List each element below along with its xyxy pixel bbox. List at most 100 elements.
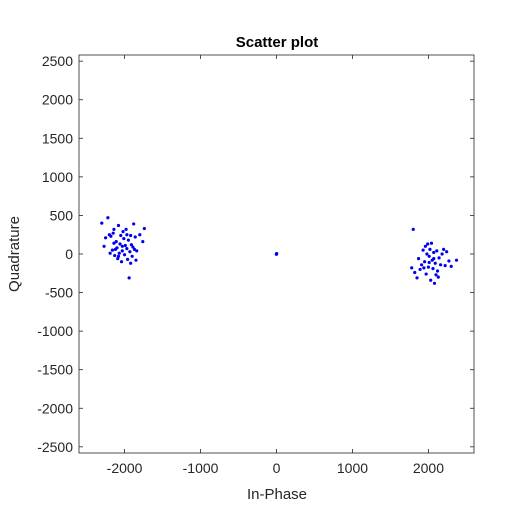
scatter-point: [421, 248, 425, 252]
scatter-point: [274, 252, 278, 256]
scatter-point: [432, 257, 436, 261]
scatter-point: [436, 275, 440, 279]
scatter-point: [113, 253, 117, 258]
scatter-point: [449, 264, 453, 268]
scatter-point: [134, 258, 138, 262]
scatter-point: [429, 278, 433, 282]
scatter-point: [123, 243, 127, 248]
scatter-point: [433, 261, 437, 265]
y-tick-label: -1000: [37, 323, 73, 339]
scatter-point: [428, 247, 432, 251]
scatter-point: [120, 244, 124, 248]
scatter-point: [432, 281, 437, 285]
scatter-point: [415, 276, 419, 280]
y-tick-label: 2000: [42, 92, 73, 108]
scatter-point: [132, 222, 136, 226]
scatter-point: [438, 263, 443, 267]
scatter-point: [125, 233, 129, 237]
y-tick-label: 2500: [42, 53, 73, 69]
scatter-point: [131, 245, 135, 249]
x-tick-label: -2000: [107, 460, 143, 476]
scatter-point: [102, 244, 106, 248]
scatter-point: [422, 266, 426, 270]
scatter-point: [410, 266, 414, 270]
x-tick-label: 1000: [337, 460, 368, 476]
scatter-point: [427, 254, 431, 258]
scatter-point: [118, 242, 122, 246]
scatter-point: [110, 248, 115, 252]
scatter-point: [109, 234, 113, 238]
scatter-point: [133, 235, 137, 239]
scatter-point: [435, 249, 439, 253]
scatter-point: [111, 231, 115, 235]
scatter-point: [129, 233, 133, 238]
y-tick-label: 0: [65, 246, 73, 262]
y-tick-label: -500: [45, 285, 73, 301]
scatter-point: [112, 227, 116, 231]
scatter-point: [132, 247, 137, 251]
scatter-point: [130, 254, 134, 258]
scatter-point: [447, 259, 451, 263]
scatter-point: [112, 241, 116, 245]
scatter-point: [445, 250, 449, 254]
scatter-point: [135, 249, 139, 253]
y-tick-label: 500: [50, 207, 74, 223]
scatter-point: [124, 227, 128, 231]
scatter-point: [116, 223, 121, 228]
scatter-point: [119, 260, 124, 264]
y-tick-label: 1500: [42, 130, 73, 146]
scatter-point: [138, 233, 142, 237]
y-axis: -2500 -2000 -1500 -1000 -500 0 500 1000 1500 2000…: [37, 53, 474, 455]
scatter-point: [425, 252, 429, 256]
scatter-point: [419, 263, 424, 267]
scatter-point: [114, 240, 118, 244]
scatter-point: [418, 267, 422, 272]
scatter-point: [128, 250, 132, 254]
scatter-point: [126, 257, 130, 261]
scatter-point: [141, 240, 145, 244]
scatter-point: [116, 254, 121, 258]
chart-title: Scatter plot: [236, 34, 319, 51]
scatter-point: [423, 260, 427, 264]
scatter-point: [119, 233, 123, 238]
scatter-point: [100, 221, 104, 225]
scatter-point: [127, 276, 131, 280]
scatter-point: [122, 236, 126, 241]
x-tick-label: -1000: [183, 460, 219, 476]
scatter-point: [103, 236, 108, 240]
y-tick-label: -2500: [37, 439, 73, 455]
x-axis: -2000 -1000 0 1000 2000: [107, 55, 444, 476]
scatter-point: [443, 263, 447, 268]
scatter-point: [120, 249, 124, 253]
scatter-point: [429, 241, 434, 245]
x-tick-label: 0: [273, 460, 281, 476]
scatter-point: [108, 251, 112, 255]
scatter-point: [106, 216, 110, 220]
scatter-point: [411, 227, 415, 231]
x-axis-label: In-Phase: [247, 486, 307, 503]
scatter-point: [431, 267, 435, 271]
scatter-point: [416, 257, 421, 261]
scatter-point: [434, 273, 438, 277]
scatter-point: [442, 247, 446, 251]
x-tick-label: 2000: [413, 460, 444, 476]
scatter-point: [125, 247, 129, 251]
scatter-point: [129, 261, 133, 265]
scatter-points: [100, 216, 459, 285]
scatter-point: [121, 230, 125, 234]
scatter-point: [440, 252, 444, 256]
scatter-point: [423, 244, 427, 248]
scatter-point: [454, 258, 459, 262]
scatter-point: [142, 226, 146, 231]
scatter-point: [427, 260, 431, 265]
scatter-point: [126, 238, 130, 242]
scatter-point: [424, 272, 428, 276]
y-axis-label: Quadrature: [6, 216, 23, 292]
scatter-point: [129, 243, 134, 247]
scatter-point: [432, 250, 436, 255]
y-tick-label: 1000: [42, 169, 73, 185]
scatter-point: [413, 270, 417, 275]
scatter-point: [435, 269, 440, 273]
y-tick-label: -2000: [37, 400, 73, 416]
